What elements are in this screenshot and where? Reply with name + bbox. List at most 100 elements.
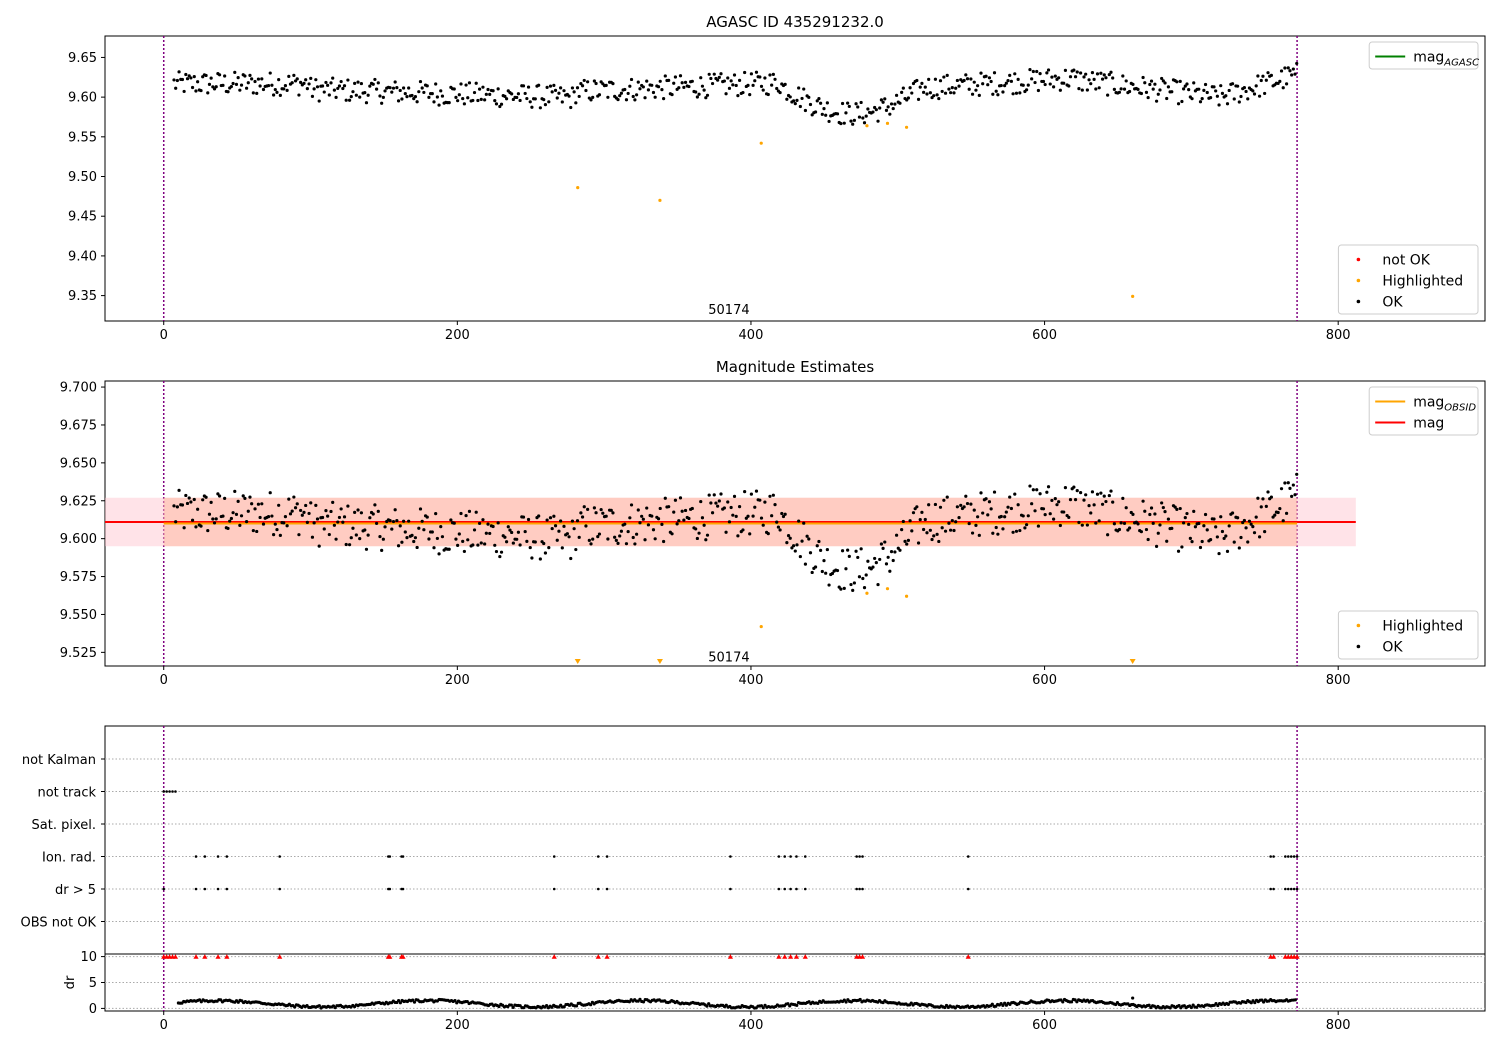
- data-point: [410, 93, 414, 98]
- data-point: [570, 519, 575, 523]
- data-point: [1131, 512, 1135, 516]
- data-point: [351, 526, 355, 530]
- data-point: [456, 99, 460, 103]
- data-point: [798, 104, 802, 109]
- data-point: [538, 106, 542, 110]
- data-point: [967, 87, 971, 91]
- data-point: [732, 73, 737, 77]
- data-point: [580, 515, 585, 519]
- data-point: [207, 82, 212, 86]
- data-point: [893, 550, 897, 554]
- data-point: [1104, 499, 1108, 504]
- data-point: [449, 518, 453, 522]
- data-point: [233, 70, 237, 74]
- data-point: [822, 559, 826, 563]
- data-point: [1176, 549, 1181, 553]
- data-point: [846, 548, 850, 552]
- data-point: [543, 551, 548, 555]
- data-point: [1290, 494, 1294, 498]
- data-point: [584, 524, 588, 528]
- data-point: [562, 1005, 566, 1009]
- data-point: [194, 525, 198, 529]
- flag-point: [1269, 855, 1272, 858]
- data-point: [986, 513, 990, 517]
- data-point: [464, 513, 468, 518]
- data-point: [680, 509, 684, 513]
- data-point: [1107, 493, 1111, 498]
- data-point: [231, 511, 235, 515]
- data-point: [292, 495, 296, 499]
- data-point: [214, 85, 218, 89]
- data-point: [214, 517, 218, 521]
- data-point: [677, 519, 681, 523]
- data-point: [1075, 489, 1079, 493]
- data-point: [857, 575, 862, 579]
- data-point: [342, 84, 347, 88]
- flag-point: [1272, 855, 1275, 858]
- data-point: [1170, 526, 1174, 530]
- axes-2: 0 200 400 600 800 9.525 9.550 9.575 9.600 9.625 9.…: [60, 358, 1486, 688]
- data-point: [453, 998, 457, 1003]
- data-point: [991, 92, 995, 96]
- data-point: [1165, 96, 1169, 101]
- data-point: [743, 489, 747, 494]
- data-point: [1209, 96, 1213, 100]
- data-point: [797, 519, 801, 523]
- data-point: [511, 541, 515, 545]
- data-point: [1095, 72, 1100, 76]
- data-point: [986, 83, 990, 87]
- data-point: [1016, 77, 1020, 81]
- flag-point: [1272, 887, 1275, 891]
- data-point: [918, 518, 922, 522]
- data-point: [396, 544, 401, 548]
- data-point: [1035, 488, 1039, 492]
- data-point: [434, 512, 438, 516]
- data-point: [623, 522, 627, 526]
- data-point: [925, 92, 929, 96]
- data-point: [962, 505, 966, 509]
- data-point: [687, 84, 691, 89]
- data-point: [989, 507, 993, 511]
- data-point: [393, 508, 397, 512]
- data-point: [297, 93, 301, 97]
- data-point: [491, 524, 495, 529]
- data-point: [663, 74, 667, 78]
- data-point: [731, 83, 735, 87]
- data-point: [407, 519, 411, 523]
- data-point: [521, 84, 526, 88]
- data-point: [1003, 84, 1007, 88]
- data-point: [192, 497, 196, 502]
- data-point: [293, 1005, 297, 1009]
- data-point: [1192, 81, 1196, 85]
- x-tick-label: 200: [445, 673, 470, 688]
- data-point: [1182, 87, 1186, 91]
- flag-point: [388, 855, 392, 858]
- data-point: [542, 98, 546, 102]
- data-point: [1269, 73, 1273, 77]
- data-point: [403, 92, 407, 96]
- data-point: [805, 534, 809, 538]
- data-point: [402, 519, 406, 523]
- data-point: [1178, 79, 1182, 83]
- data-point: [646, 88, 651, 92]
- data-point: [1102, 494, 1106, 498]
- data-point: [1117, 90, 1122, 94]
- flag-point: [401, 887, 405, 891]
- data-point: [1104, 76, 1108, 80]
- data-point: [768, 73, 772, 77]
- flag-label: dr > 5: [55, 883, 96, 898]
- data-point: [575, 519, 580, 523]
- data-point: [236, 75, 240, 80]
- data-point: [1214, 89, 1218, 93]
- data-point: [1284, 82, 1289, 86]
- data-point: [351, 90, 355, 94]
- data-point: [1124, 506, 1128, 510]
- data-point: [1283, 481, 1287, 485]
- y-axis-label: dr: [63, 975, 78, 989]
- data-point: [1006, 79, 1010, 83]
- flag-points-ion-rad-: [194, 855, 1299, 858]
- data-point: [1160, 501, 1164, 505]
- data-point: [467, 509, 472, 513]
- data-point: [1053, 74, 1057, 78]
- legend: magAGASC: [1368, 41, 1479, 70]
